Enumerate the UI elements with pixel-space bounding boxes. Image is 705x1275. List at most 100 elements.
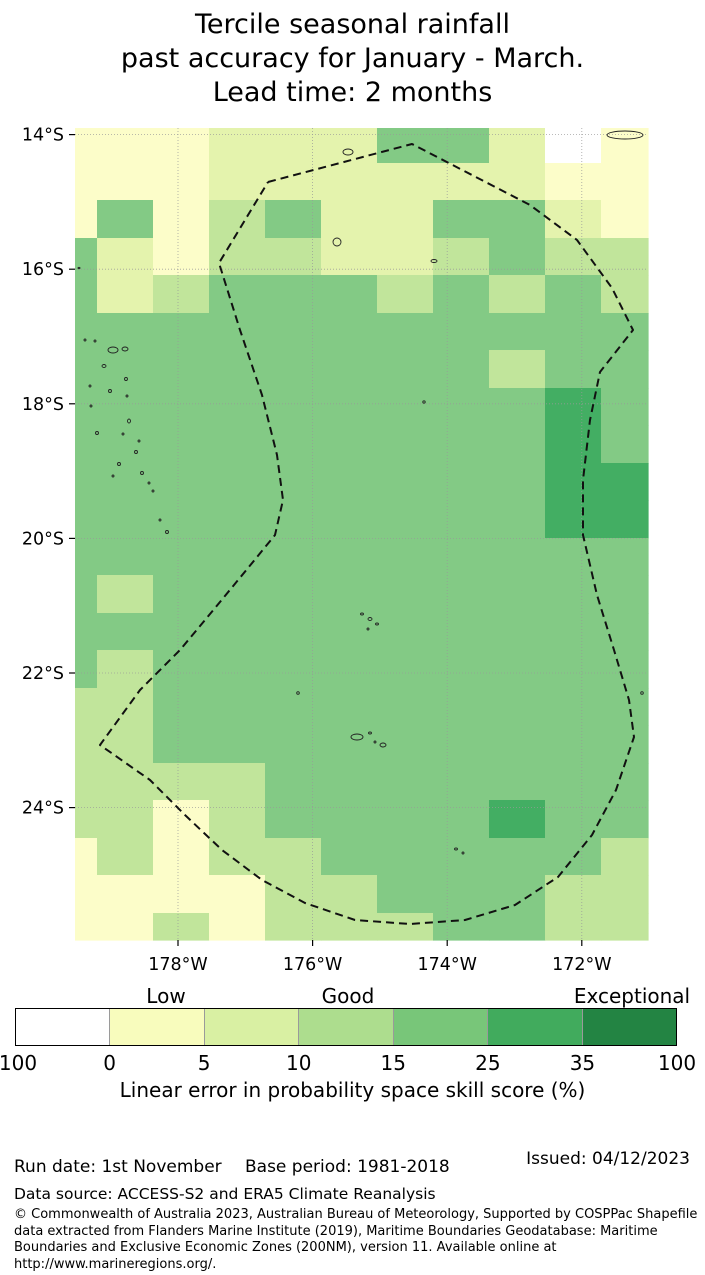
grid-cell <box>321 575 378 614</box>
data-source-text: Data source: ACCESS-S2 and ERA5 Climate … <box>14 1185 436 1203</box>
grid-cell <box>153 128 210 164</box>
grid-cell <box>377 163 434 201</box>
grid-cell <box>153 463 210 501</box>
grid-cell <box>321 613 378 651</box>
island-outline <box>140 471 144 475</box>
island-outline <box>360 612 364 616</box>
grid-cell <box>209 838 266 876</box>
grid-cell <box>265 838 322 876</box>
grid-cell <box>75 200 98 239</box>
grid-cell <box>545 763 602 801</box>
grid-cell <box>153 313 210 351</box>
grid-cell <box>75 163 98 201</box>
grid-cell <box>489 163 546 201</box>
grid-cell <box>153 538 210 576</box>
grid-cell <box>265 725 322 764</box>
colorbar-tick-label: 100 <box>657 1051 697 1075</box>
grid-cell <box>265 163 322 201</box>
island-outline <box>332 237 342 247</box>
grid-cell <box>321 725 378 764</box>
grid-cell <box>265 313 322 351</box>
grid-cell <box>97 538 154 576</box>
grid-cell <box>209 613 266 651</box>
latitude-label: 14°S <box>22 126 64 146</box>
grid-cell <box>545 313 602 351</box>
latitude-label: 22°S <box>22 664 64 684</box>
grid-cell <box>153 425 210 464</box>
grid-cell <box>153 388 210 426</box>
title-line-2: past accuracy for January - March. <box>120 43 585 74</box>
grid-cell <box>489 463 546 501</box>
grid-cell <box>545 575 602 614</box>
grid-cell <box>601 463 649 501</box>
grid-cell <box>601 313 649 351</box>
island-outline <box>93 339 97 343</box>
grid-cell <box>209 425 266 464</box>
island-outline <box>368 731 372 735</box>
grid-cell <box>601 275 649 314</box>
grid-cell <box>75 388 98 426</box>
island-outline <box>89 404 93 408</box>
grid-cell <box>433 425 490 464</box>
grid-cell <box>321 763 378 801</box>
grid-cell <box>601 688 649 726</box>
longitude-label: 174°W <box>417 955 476 975</box>
grid-cell <box>601 875 649 914</box>
grid-cell <box>433 538 490 576</box>
grid-cell <box>489 128 546 164</box>
grid-cell <box>489 800 546 839</box>
grid-cell <box>209 800 266 839</box>
grid-cell <box>209 128 266 164</box>
grid-cell <box>75 313 98 351</box>
grid-cell <box>377 800 434 839</box>
grid-cell <box>153 500 210 539</box>
colorbar-caption: Linear error in probability space skill … <box>119 1078 586 1102</box>
grid-cell <box>209 650 266 689</box>
island-outline <box>165 530 169 534</box>
grid-cell <box>601 350 649 389</box>
grid-cell <box>75 425 98 464</box>
grid-cell <box>601 725 649 764</box>
grid-cell <box>97 313 154 351</box>
grid-cell <box>545 875 602 914</box>
island-outline <box>107 346 119 354</box>
island-outline <box>111 474 115 478</box>
grid-cell <box>489 238 546 276</box>
copyright-text: © Commonwealth of Australia 2023, Austra… <box>14 1207 698 1272</box>
grid-cell <box>601 800 649 839</box>
grid-cell <box>97 425 154 464</box>
grid-cell <box>209 163 266 201</box>
latitude-label: 16°S <box>22 260 64 280</box>
island-outline <box>147 481 151 485</box>
grid-cell <box>601 238 649 276</box>
grid-cell <box>433 763 490 801</box>
grid-cell <box>489 913 546 941</box>
longitude-label: 176°W <box>283 955 342 975</box>
quality-label-exceptional: Exceptional <box>573 984 691 1008</box>
grid-cell <box>321 200 378 239</box>
island-outline <box>350 733 364 741</box>
grid-cell <box>265 913 322 941</box>
island-outline <box>640 691 644 695</box>
grid-cell <box>433 350 490 389</box>
colorbar-tick-label: 25 <box>475 1051 501 1075</box>
grid-cell <box>75 688 98 726</box>
grid-cell <box>209 913 266 941</box>
grid-cell <box>433 800 490 839</box>
grid-cell <box>377 613 434 651</box>
grid-cell <box>489 313 546 351</box>
island-outline <box>137 439 141 443</box>
grid-cell <box>97 200 154 239</box>
grid-cell <box>489 875 546 914</box>
grid-cell <box>545 500 602 539</box>
grid-cell <box>75 838 98 876</box>
grid-cell <box>75 613 98 651</box>
grid-cell <box>601 388 649 426</box>
grid-cell <box>75 350 98 389</box>
grid-cell <box>153 238 210 276</box>
grid-cell <box>377 763 434 801</box>
grid-cell <box>153 350 210 389</box>
grid-cell <box>377 238 434 276</box>
grid-cell <box>489 500 546 539</box>
grid-cell <box>489 388 546 426</box>
